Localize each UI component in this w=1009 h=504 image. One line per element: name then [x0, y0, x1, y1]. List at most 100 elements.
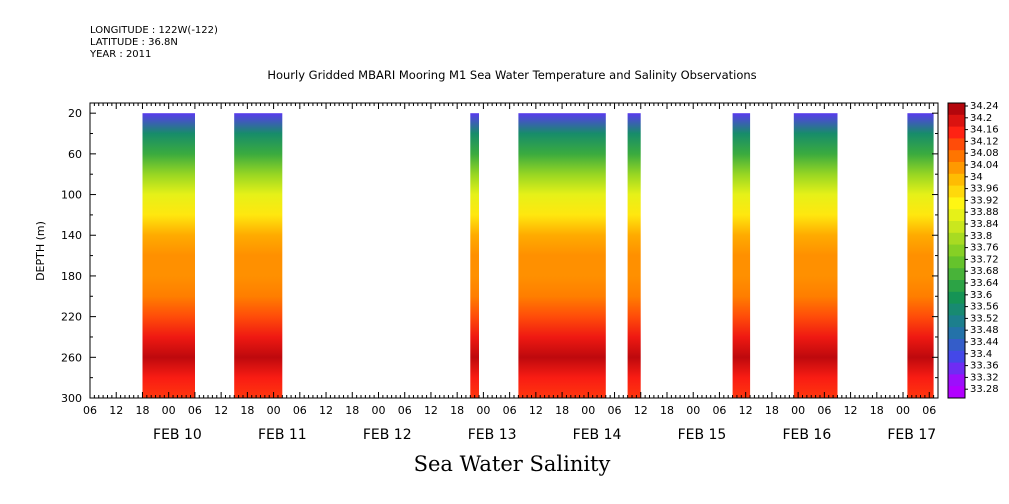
x-day-label: FEB 16	[782, 427, 831, 443]
x-hour-tick-label: 18	[555, 404, 569, 417]
chart-caption: Sea Water Salinity	[413, 452, 611, 476]
x-hour-tick-label: 00	[686, 404, 700, 417]
x-hour-tick-label: 18	[240, 404, 254, 417]
salinity-data-block	[627, 113, 641, 398]
x-hour-tick-label: 06	[83, 404, 97, 417]
x-hour-tick-label: 18	[870, 404, 884, 417]
colorbar-label: 33.96	[970, 184, 999, 195]
metadata-block: LONGITUDE : 122W(-122) LATITUDE : 36.8N …	[90, 25, 218, 61]
colorbar-cell	[948, 280, 965, 293]
colorbar-cell	[948, 303, 965, 316]
colorbar-cell	[948, 232, 965, 245]
x-day-label: FEB 10	[153, 427, 202, 443]
colorbar-cell	[948, 162, 965, 175]
colorbar-label: 34.2	[970, 113, 992, 124]
colorbar-label: 33.8	[970, 231, 992, 242]
colorbar-cell	[948, 244, 965, 257]
colorbar-label: 33.4	[970, 349, 992, 360]
colorbar-label: 33.84	[970, 219, 999, 230]
y-tick-label: 180	[61, 270, 82, 283]
colorbar-cell	[948, 362, 965, 375]
colorbar-label: 33.56	[970, 302, 999, 313]
colorbar-cell	[948, 185, 965, 198]
x-hour-tick-label: 00	[371, 404, 385, 417]
x-hour-tick-label: 12	[739, 404, 753, 417]
colorbar-label: 33.48	[970, 325, 999, 336]
x-hour-tick-label: 12	[529, 404, 543, 417]
colorbar-label: 33.92	[970, 195, 999, 206]
colorbar-cell	[948, 150, 965, 163]
colorbar-label: 33.6	[970, 290, 992, 301]
colorbar-cell	[948, 339, 965, 352]
colorbar-cell	[948, 197, 965, 210]
x-hour-tick-label: 06	[188, 404, 202, 417]
x-hour-tick-label: 06	[293, 404, 307, 417]
x-hour-tick-label: 12	[319, 404, 333, 417]
x-hour-tick-label: 12	[844, 404, 858, 417]
colorbar-label: 34.16	[970, 125, 999, 136]
colorbar-label: 33.68	[970, 266, 999, 277]
x-hour-tick-label: 18	[660, 404, 674, 417]
colorbar-label: 34.04	[970, 160, 999, 171]
colorbar-cell	[948, 268, 965, 281]
y-axis-label: DEPTH (m)	[34, 221, 47, 281]
x-hour-tick-label: 12	[634, 404, 648, 417]
x-hour-tick-label: 00	[791, 404, 805, 417]
y-tick-label: 20	[68, 107, 82, 120]
salinity-data-block	[470, 113, 479, 398]
colorbar-label: 34	[970, 172, 983, 183]
colorbar-cell	[948, 315, 965, 328]
colorbar-cell	[948, 221, 965, 234]
colorbar-label: 33.28	[970, 384, 999, 395]
y-tick-label: 100	[61, 189, 82, 202]
y-tick-label: 260	[61, 351, 82, 364]
salinity-data-block	[234, 113, 283, 398]
y-tick-label: 60	[68, 148, 82, 161]
colorbar-cell	[948, 291, 965, 304]
colorbar-cell	[948, 327, 965, 340]
colorbar-label: 33.52	[970, 313, 999, 324]
x-hour-tick-label: 00	[162, 404, 176, 417]
colorbar-label: 34.08	[970, 148, 999, 159]
colorbar-cell	[948, 350, 965, 363]
colorbar-label: 33.88	[970, 207, 999, 218]
x-day-label: FEB 14	[573, 427, 622, 443]
colorbar-cell	[948, 126, 965, 139]
x-hour-tick-label: 12	[214, 404, 228, 417]
x-day-label: FEB 15	[678, 427, 727, 443]
colorbar-label: 33.64	[970, 278, 999, 289]
y-tick-label: 220	[61, 311, 82, 324]
year-label: YEAR : 2011	[90, 49, 152, 60]
x-day-label: FEB 11	[258, 427, 307, 443]
colorbar-label: 33.76	[970, 243, 999, 254]
colorbar-cell	[948, 114, 965, 127]
colorbar-cell	[948, 173, 965, 186]
salinity-data-block	[793, 113, 838, 398]
x-hour-tick-label: 12	[109, 404, 123, 417]
latitude-label: LATITUDE : 36.8N	[90, 37, 178, 48]
colorbar-frame	[947, 102, 966, 399]
x-hour-tick-label: 06	[503, 404, 517, 417]
colorbar-label: 34.12	[970, 136, 999, 147]
x-day-label: FEB 13	[468, 427, 517, 443]
x-hour-tick-label: 06	[922, 404, 936, 417]
x-hour-tick-label: 06	[398, 404, 412, 417]
colorbar-cell	[948, 374, 965, 387]
x-hour-tick-label: 18	[765, 404, 779, 417]
longitude-label: LONGITUDE : 122W(-122)	[90, 25, 218, 36]
colorbar-cell	[948, 209, 965, 222]
colorbar-cell	[948, 138, 965, 151]
y-tick-label: 300	[61, 392, 82, 405]
chart-title: Hourly Gridded MBARI Mooring M1 Sea Wate…	[267, 68, 757, 82]
colorbar-cell	[948, 386, 965, 399]
x-hour-tick-label: 18	[135, 404, 149, 417]
x-hour-tick-label: 06	[712, 404, 726, 417]
x-hour-tick-label: 00	[896, 404, 910, 417]
colorbar-cell	[948, 256, 965, 269]
x-hour-tick-label: 18	[345, 404, 359, 417]
colorbar-label: 33.32	[970, 372, 999, 383]
x-day-label: FEB 12	[363, 427, 412, 443]
x-hour-tick-label: 00	[476, 404, 490, 417]
x-hour-tick-label: 12	[424, 404, 438, 417]
